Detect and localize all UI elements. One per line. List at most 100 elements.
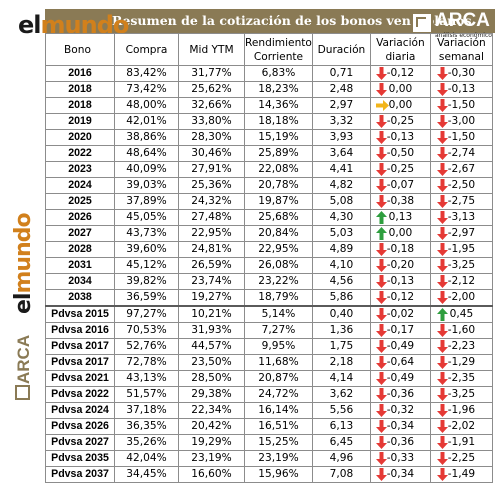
var-semanal-value: -2,74 bbox=[447, 147, 476, 159]
arrow-down-icon bbox=[436, 99, 448, 112]
table-row: 2019 42,01% 33,80% 18,18% 3,32 -0,25 -3,00 bbox=[45, 113, 493, 130]
var-diaria-value: -0,07 bbox=[386, 179, 415, 191]
cell-bono: 2028 bbox=[45, 241, 115, 258]
cell-var-semanal: -1,29 bbox=[429, 354, 493, 371]
side-el-text: el bbox=[11, 293, 36, 314]
arrow-right-icon bbox=[375, 99, 389, 112]
arrow-down-icon bbox=[375, 452, 387, 465]
var-semanal-value: -1,60 bbox=[447, 324, 476, 336]
cell-var-diaria: -0,12 bbox=[369, 65, 431, 82]
var-diaria-value: 0,00 bbox=[388, 227, 413, 239]
cell-duracion: 2,48 bbox=[311, 81, 371, 98]
cell-var-semanal: -1,91 bbox=[429, 434, 493, 451]
cell-bono: Pdvsa 2017 bbox=[45, 338, 115, 355]
table-row: Pdvsa 2021 43,13% 28,50% 20,87% 4,14 -0,49 -2,… bbox=[45, 370, 493, 387]
side-arca-text: ARCA bbox=[14, 334, 33, 384]
cell-duracion: 4,56 bbox=[311, 273, 371, 290]
cell-var-semanal: -3,13 bbox=[429, 209, 493, 226]
cell-mid-ytm: 26,59% bbox=[178, 257, 245, 274]
cell-var-semanal: 0,45 bbox=[429, 305, 493, 323]
var-semanal-value: -1,50 bbox=[447, 99, 476, 111]
arrow-down-icon bbox=[436, 356, 448, 369]
arrow-down-icon bbox=[375, 163, 387, 176]
table-row: 2028 39,60% 24,81% 22,95% 4,89 -0,18 -1,95 bbox=[45, 241, 493, 258]
cell-duracion: 4,30 bbox=[311, 209, 371, 226]
var-diaria-value: -0,50 bbox=[386, 147, 415, 159]
cell-var-semanal: -2,50 bbox=[429, 177, 493, 194]
side-logo: ARCA elmundo bbox=[10, 213, 40, 414]
cell-var-diaria: -0,64 bbox=[369, 354, 431, 371]
arrow-down-icon bbox=[436, 420, 448, 433]
arrow-down-icon bbox=[436, 227, 448, 240]
cell-var-semanal: -2,74 bbox=[429, 145, 493, 162]
cell-bono: Pdvsa 2015 bbox=[45, 305, 115, 323]
table-header-row: Bono Compra Mid YTM Rendimiento Corrient… bbox=[45, 33, 493, 66]
arrow-down-icon bbox=[375, 324, 387, 337]
cell-var-semanal: -2,23 bbox=[429, 338, 493, 355]
cell-duracion: 3,32 bbox=[311, 113, 371, 130]
page-title: Resumen de la cotización de los bonos ve… bbox=[112, 13, 472, 28]
cell-compra: 45,05% bbox=[114, 209, 179, 226]
cell-duracion: 5,08 bbox=[311, 193, 371, 210]
arrow-down-icon bbox=[375, 83, 387, 96]
cell-bono: Pdvsa 2037 bbox=[45, 466, 115, 483]
table-row: Pdvsa 2015 97,27% 10,21% 5,14% 0,40 -0,02 0,45 bbox=[45, 305, 493, 323]
table-row: Pdvsa 2026 36,35% 20,42% 16,51% 6,13 -0,34 -2,… bbox=[45, 418, 493, 435]
cell-var-diaria: -0,49 bbox=[369, 338, 431, 355]
cell-rendimiento: 11,68% bbox=[244, 354, 313, 371]
cell-var-semanal: -2,35 bbox=[429, 370, 493, 387]
arrow-down-icon bbox=[436, 275, 448, 288]
var-semanal-value: -2,23 bbox=[447, 340, 476, 352]
col-header-mid-ytm: Mid YTM bbox=[178, 33, 245, 66]
cell-rendimiento: 22,08% bbox=[244, 161, 313, 178]
cell-compra: 39,60% bbox=[114, 241, 179, 258]
cell-rendimiento: 15,96% bbox=[244, 466, 313, 483]
cell-bono: 2034 bbox=[45, 273, 115, 290]
var-semanal-value: -3,25 bbox=[447, 388, 476, 400]
arrow-down-icon bbox=[375, 147, 387, 160]
arrow-down-icon bbox=[375, 308, 387, 321]
cell-mid-ytm: 24,32% bbox=[178, 193, 245, 210]
var-diaria-value: -0,12 bbox=[386, 291, 415, 303]
cell-bono: Pdvsa 2027 bbox=[45, 434, 115, 451]
var-diaria-value: -0,12 bbox=[386, 67, 415, 79]
arrow-down-icon bbox=[436, 436, 448, 449]
cell-mid-ytm: 23,19% bbox=[178, 450, 245, 467]
cell-var-diaria: -0,02 bbox=[369, 305, 431, 323]
cell-var-diaria: -0,17 bbox=[369, 322, 431, 339]
cell-duracion: 4,89 bbox=[311, 241, 371, 258]
cell-duracion: 6,13 bbox=[311, 418, 371, 435]
table-row: 2027 43,73% 22,95% 20,84% 5,03 0,00 -2,97 bbox=[45, 225, 493, 242]
col-header-bono: Bono bbox=[45, 33, 115, 66]
cell-duracion: 1,75 bbox=[311, 338, 371, 355]
var-diaria-value: -0,38 bbox=[386, 195, 415, 207]
var-semanal-value: -1,49 bbox=[447, 468, 476, 480]
cell-bono: Pdvsa 2022 bbox=[45, 386, 115, 403]
cell-duracion: 1,36 bbox=[311, 322, 371, 339]
cell-duracion: 7,08 bbox=[311, 466, 371, 483]
cell-var-diaria: -0,38 bbox=[369, 193, 431, 210]
cell-bono: Pdvsa 2035 bbox=[45, 450, 115, 467]
cell-compra: 38,86% bbox=[114, 129, 179, 146]
cell-mid-ytm: 28,50% bbox=[178, 370, 245, 387]
cell-mid-ytm: 44,57% bbox=[178, 338, 245, 355]
cell-duracion: 4,96 bbox=[311, 450, 371, 467]
cell-rendimiento: 22,95% bbox=[244, 241, 313, 258]
arrow-down-icon bbox=[375, 195, 387, 208]
cell-compra: 39,03% bbox=[114, 177, 179, 194]
cell-var-semanal: -2,00 bbox=[429, 289, 493, 307]
var-semanal-value: -2,97 bbox=[447, 227, 476, 239]
cell-duracion: 5,03 bbox=[311, 225, 371, 242]
cell-mid-ytm: 31,93% bbox=[178, 322, 245, 339]
var-semanal-value: -3,13 bbox=[447, 211, 476, 223]
var-semanal-value: -0,13 bbox=[447, 83, 476, 95]
cell-rendimiento: 16,51% bbox=[244, 418, 313, 435]
cell-var-diaria: -0,32 bbox=[369, 402, 431, 419]
arrow-down-icon bbox=[436, 211, 448, 224]
cell-mid-ytm: 25,36% bbox=[178, 177, 245, 194]
cell-bono: 2038 bbox=[45, 289, 115, 307]
cell-duracion: 4,14 bbox=[311, 370, 371, 387]
cell-rendimiento: 25,89% bbox=[244, 145, 313, 162]
cell-var-diaria: -0,07 bbox=[369, 177, 431, 194]
bonds-table: Bono Compra Mid YTM Rendimiento Corrient… bbox=[45, 33, 493, 483]
